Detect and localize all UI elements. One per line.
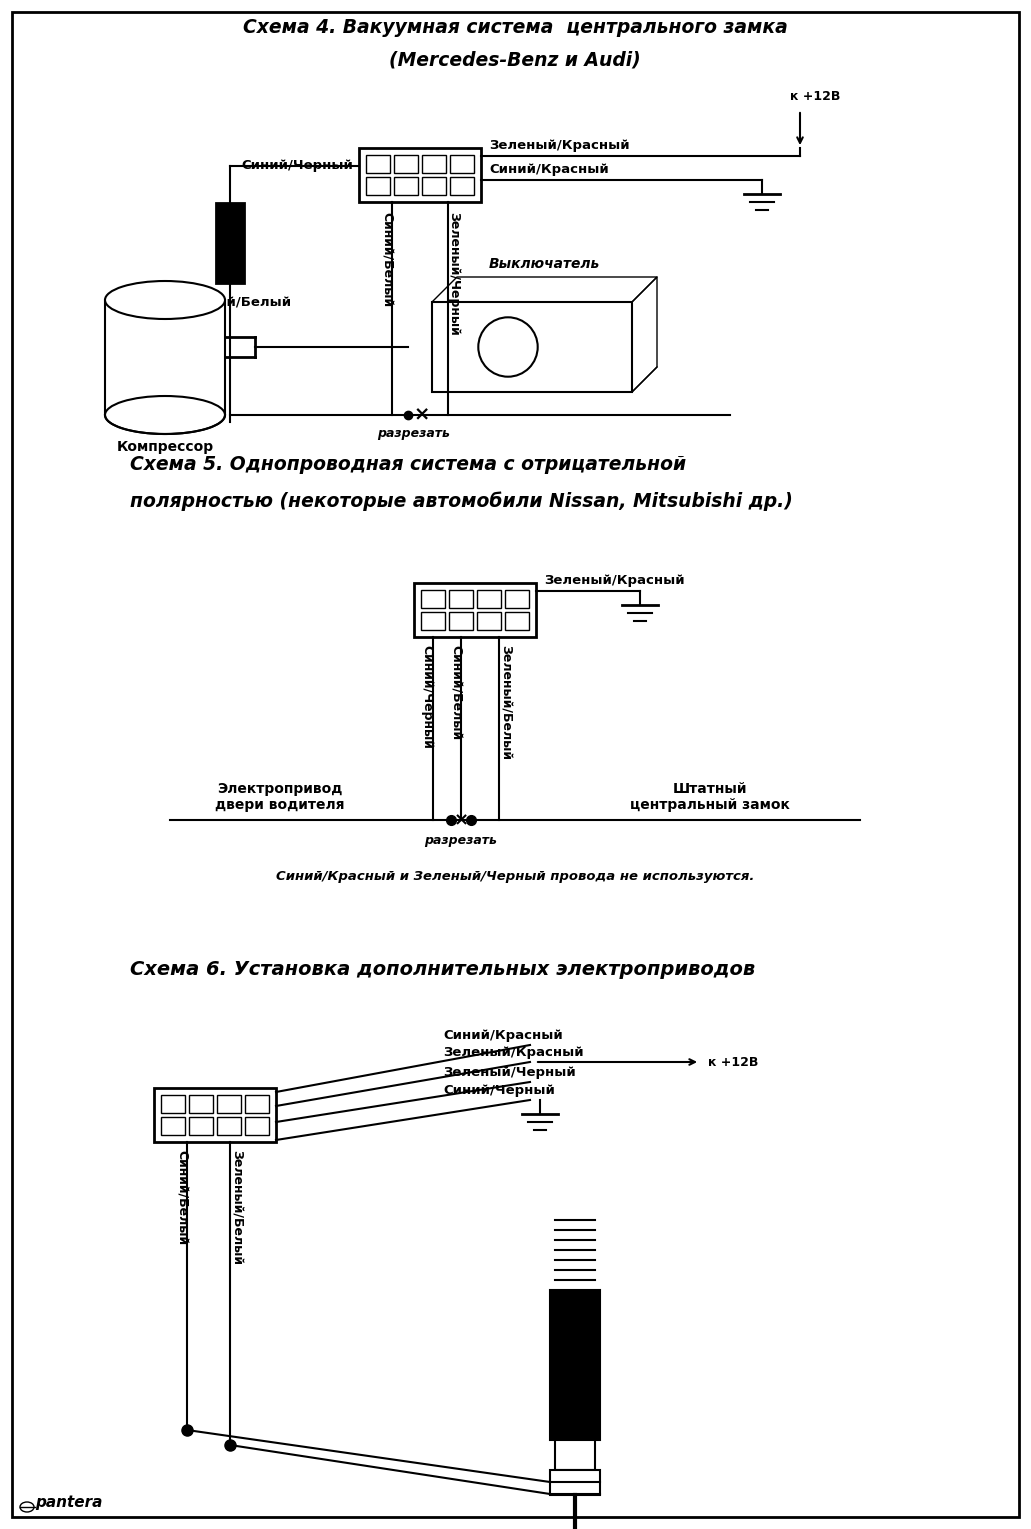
Bar (422, 177, 446, 196)
Bar (477, 590, 501, 609)
Text: Зеленый/Черный: Зеленый/Черный (447, 213, 461, 336)
Bar (245, 1118, 269, 1135)
Text: Схема 4. Вакуумная система  центрального замка: Схема 4. Вакуумная система центрального … (242, 18, 788, 37)
Text: Зеленый/Белый: Зеленый/Белый (499, 645, 511, 760)
Text: Зеленый/Черный: Зеленый/Черный (443, 1066, 575, 1079)
Text: к +12В: к +12В (708, 1055, 759, 1069)
Bar (555, 1440, 595, 1469)
Ellipse shape (105, 281, 225, 320)
Bar (450, 154, 474, 173)
Text: Синий/Белый: Синий/Белый (379, 213, 393, 307)
Text: Схема 6. Установка дополнительных электроприводов: Схема 6. Установка дополнительных электр… (130, 960, 756, 979)
Bar (245, 1095, 269, 1113)
Ellipse shape (20, 1501, 34, 1512)
Bar (505, 590, 529, 609)
Text: Зеленый/Красный: Зеленый/Красный (489, 139, 630, 151)
Text: Штатный
центральный замок: Штатный центральный замок (630, 781, 790, 812)
Bar (217, 203, 244, 283)
Bar (448, 590, 473, 609)
Text: полярностью (некоторые автомобили Nissan, Mitsubishi др.): полярностью (некоторые автомобили Nissan… (130, 491, 793, 511)
Ellipse shape (105, 396, 225, 434)
Text: Зеленый/Белый: Зеленый/Белый (230, 1150, 242, 1264)
Bar (394, 177, 418, 196)
Bar (432, 303, 632, 391)
Text: ×: × (454, 810, 468, 829)
Text: Синий/Белый: Синий/Белый (448, 645, 462, 740)
Bar (414, 583, 536, 638)
Text: разрезать: разрезать (425, 833, 497, 847)
Bar (477, 612, 501, 630)
Text: Зеленый/Красный: Зеленый/Красный (443, 1046, 584, 1060)
Bar (448, 612, 473, 630)
Text: Синий/Черный: Синий/Черный (421, 645, 433, 749)
Bar (421, 590, 445, 609)
Bar (189, 1118, 213, 1135)
Text: pantera: pantera (35, 1495, 102, 1511)
Bar (217, 1118, 241, 1135)
Text: Синий/Белый: Синий/Белый (174, 1150, 188, 1245)
Text: Синий/Красный и Зеленый/Черный провода не используются.: Синий/Красный и Зеленый/Черный провода н… (276, 870, 755, 884)
Text: (Mercedes-Benz и Audi): (Mercedes-Benz и Audi) (389, 50, 641, 69)
Text: Зеленый/Красный: Зеленый/Красный (544, 573, 685, 587)
Bar (422, 154, 446, 173)
Text: Синий/Красный: Синий/Красный (489, 164, 608, 176)
Text: Зеленый/Белый: Зеленый/Белый (168, 297, 292, 309)
Bar (217, 1095, 241, 1113)
Bar (189, 1095, 213, 1113)
Bar (550, 1469, 600, 1495)
Bar (161, 1118, 185, 1135)
Text: Синий/Черный: Синий/Черный (443, 1084, 555, 1096)
Bar (161, 1095, 185, 1113)
Bar (394, 154, 418, 173)
Bar (450, 177, 474, 196)
Bar (366, 177, 390, 196)
Bar (421, 612, 445, 630)
Bar (550, 1290, 600, 1440)
Bar (366, 154, 390, 173)
Bar (505, 612, 529, 630)
Text: Синий/Черный: Синий/Черный (241, 159, 353, 173)
Text: разрезать: разрезать (377, 427, 451, 440)
Bar (105, 300, 225, 414)
Bar (359, 148, 481, 202)
Text: Синий/Красный: Синий/Красный (443, 1029, 563, 1041)
Bar (154, 1089, 276, 1142)
Text: Схема 5. Однопроводная система с отрицательной: Схема 5. Однопроводная система с отрицат… (130, 456, 686, 474)
Text: Выключатель: Выключатель (489, 257, 600, 271)
Text: ×: × (414, 405, 430, 425)
Text: Электропривод
двери водителя: Электропривод двери водителя (215, 781, 344, 812)
Text: к +12В: к +12В (790, 90, 840, 102)
Text: Компрессор: Компрессор (117, 440, 213, 454)
